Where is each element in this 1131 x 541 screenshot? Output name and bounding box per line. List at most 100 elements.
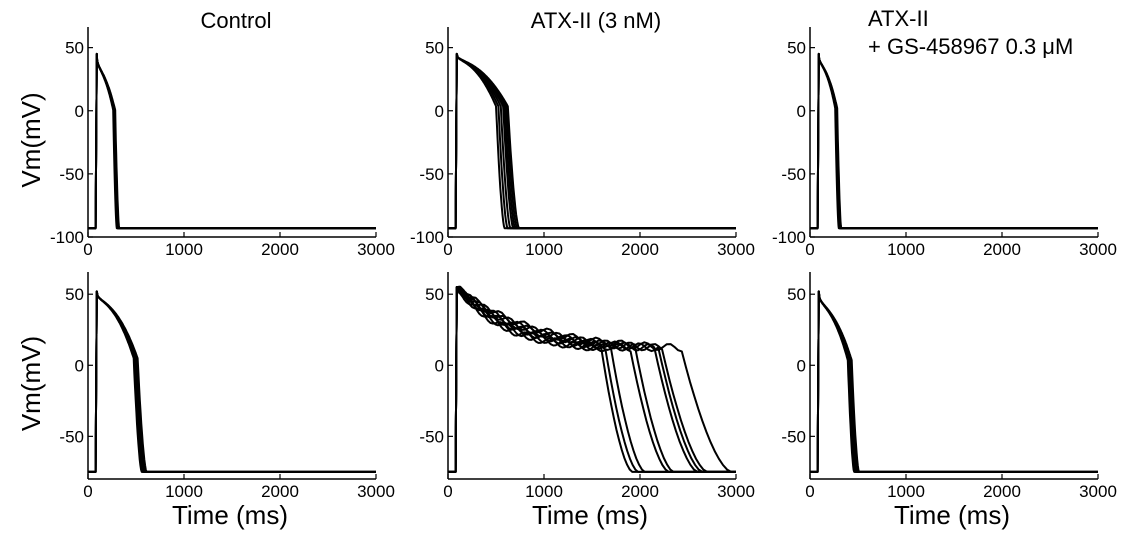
ap-trace	[448, 286, 736, 473]
y-tick-label: 0	[75, 356, 84, 375]
traces	[448, 52, 736, 230]
ap-trace	[88, 290, 376, 473]
ap-trace	[810, 52, 1098, 230]
ap-trace	[448, 52, 736, 230]
x-tick-label: 1000	[887, 482, 925, 501]
ap-trace	[448, 286, 736, 473]
y-axis-label: Vm(mV)	[16, 92, 46, 187]
x-tick-label: 0	[443, 482, 452, 501]
y-tick-label: 50	[425, 285, 444, 304]
ap-trace	[810, 52, 1098, 230]
y-tick-label: -50	[419, 165, 444, 184]
x-axis-label: Time (ms)	[894, 500, 1010, 530]
ap-trace	[448, 286, 736, 473]
ap-trace	[88, 52, 376, 230]
ap-trace	[810, 52, 1098, 230]
y-tick-label: 0	[797, 102, 806, 121]
ap-trace	[88, 290, 376, 473]
x-tick-label: 3000	[357, 240, 395, 259]
ap-trace	[88, 52, 376, 230]
x-tick-label: 1000	[165, 482, 203, 501]
y-tick-label: -50	[781, 165, 806, 184]
x-tick-label: 1000	[887, 240, 925, 259]
y-tick-label: -100	[410, 228, 444, 247]
traces	[448, 285, 736, 473]
ap-trace	[448, 52, 736, 230]
x-tick-label: 3000	[717, 240, 755, 259]
ap-trace	[448, 286, 736, 473]
traces	[810, 52, 1098, 230]
ap-trace	[448, 286, 736, 473]
ap-trace	[88, 290, 376, 473]
panel-title-line: ATX-II	[868, 6, 929, 31]
y-tick-label: -50	[59, 427, 84, 446]
x-tick-label: 0	[805, 240, 814, 259]
y-tick-label: -100	[50, 228, 84, 247]
y-tick-label: -50	[781, 427, 806, 446]
x-tick-label: 3000	[717, 482, 755, 501]
ap-trace	[448, 286, 736, 473]
panel-title: Control	[201, 8, 272, 33]
y-axis-label: Vm(mV)	[16, 336, 46, 431]
x-tick-label: 1000	[165, 240, 203, 259]
x-axis-label: Time (ms)	[532, 500, 648, 530]
ap-trace	[810, 52, 1098, 230]
y-tick-label: -50	[59, 165, 84, 184]
ap-trace	[88, 52, 376, 230]
ap-trace	[88, 52, 376, 230]
x-tick-label: 2000	[621, 482, 659, 501]
y-tick-label: 50	[65, 285, 84, 304]
ap-trace	[810, 52, 1098, 230]
panel-top-middle: 0 1000 2000 3000 50 0 -50 -100 ATX-II (3 nM)	[410, 8, 755, 259]
traces	[88, 290, 376, 473]
x-axis-label: Time (ms)	[172, 500, 288, 530]
x-tick-label: 2000	[261, 482, 299, 501]
x-tick-label: 1000	[525, 240, 563, 259]
panel-top-left: 0 1000 2000 3000 50 0 -50 -100 Control Vm(mV)	[16, 8, 395, 259]
ap-trace	[448, 286, 736, 473]
y-tick-label: 50	[65, 39, 84, 58]
ap-trace	[448, 52, 736, 230]
y-tick-label: -50	[419, 427, 444, 446]
ap-trace	[448, 52, 736, 230]
traces	[810, 290, 1098, 473]
y-tick-label: 0	[797, 356, 806, 375]
x-tick-label: 3000	[1079, 240, 1117, 259]
x-tick-label: 2000	[983, 240, 1021, 259]
panel-title-line: + GS-458967 0.3 μM	[868, 34, 1073, 59]
ap-trace	[448, 285, 736, 473]
x-tick-label: 3000	[1079, 482, 1117, 501]
x-tick-label: 3000	[357, 482, 395, 501]
y-tick-label: 50	[787, 39, 806, 58]
panel-title: ATX-II (3 nM)	[531, 8, 661, 33]
x-tick-label: 2000	[621, 240, 659, 259]
ap-trace	[448, 52, 736, 230]
panel-bottom-right: 0 1000 2000 3000 50 0 -50 Time (ms)	[781, 272, 1117, 530]
x-tick-label: 2000	[261, 240, 299, 259]
y-tick-label: -100	[772, 228, 806, 247]
y-tick-label: 0	[75, 102, 84, 121]
ap-trace	[448, 285, 736, 473]
traces	[88, 52, 376, 230]
x-tick-label: 0	[83, 240, 92, 259]
x-tick-label: 1000	[525, 482, 563, 501]
ap-trace	[88, 290, 376, 473]
panel-bottom-left: 0 1000 2000 3000 50 0 -50 Vm(mV) Time (ms)	[16, 272, 395, 530]
ap-trace	[88, 290, 376, 473]
ap-trace	[448, 52, 736, 230]
ap-trace	[810, 290, 1098, 473]
ap-trace	[88, 290, 376, 473]
x-tick-label: 0	[805, 482, 814, 501]
y-tick-label: 0	[435, 102, 444, 121]
y-tick-label: 0	[435, 356, 444, 375]
ap-trace	[448, 52, 736, 230]
ap-trace	[810, 52, 1098, 230]
y-tick-label: 50	[787, 285, 806, 304]
x-tick-label: 2000	[983, 482, 1021, 501]
x-tick-label: 0	[443, 240, 452, 259]
panel-top-right: 0 1000 2000 3000 50 0 -50 -100 ATX-II + GS-458967…	[772, 6, 1117, 259]
ap-trace	[88, 52, 376, 230]
y-tick-label: 50	[425, 39, 444, 58]
x-tick-label: 0	[83, 482, 92, 501]
